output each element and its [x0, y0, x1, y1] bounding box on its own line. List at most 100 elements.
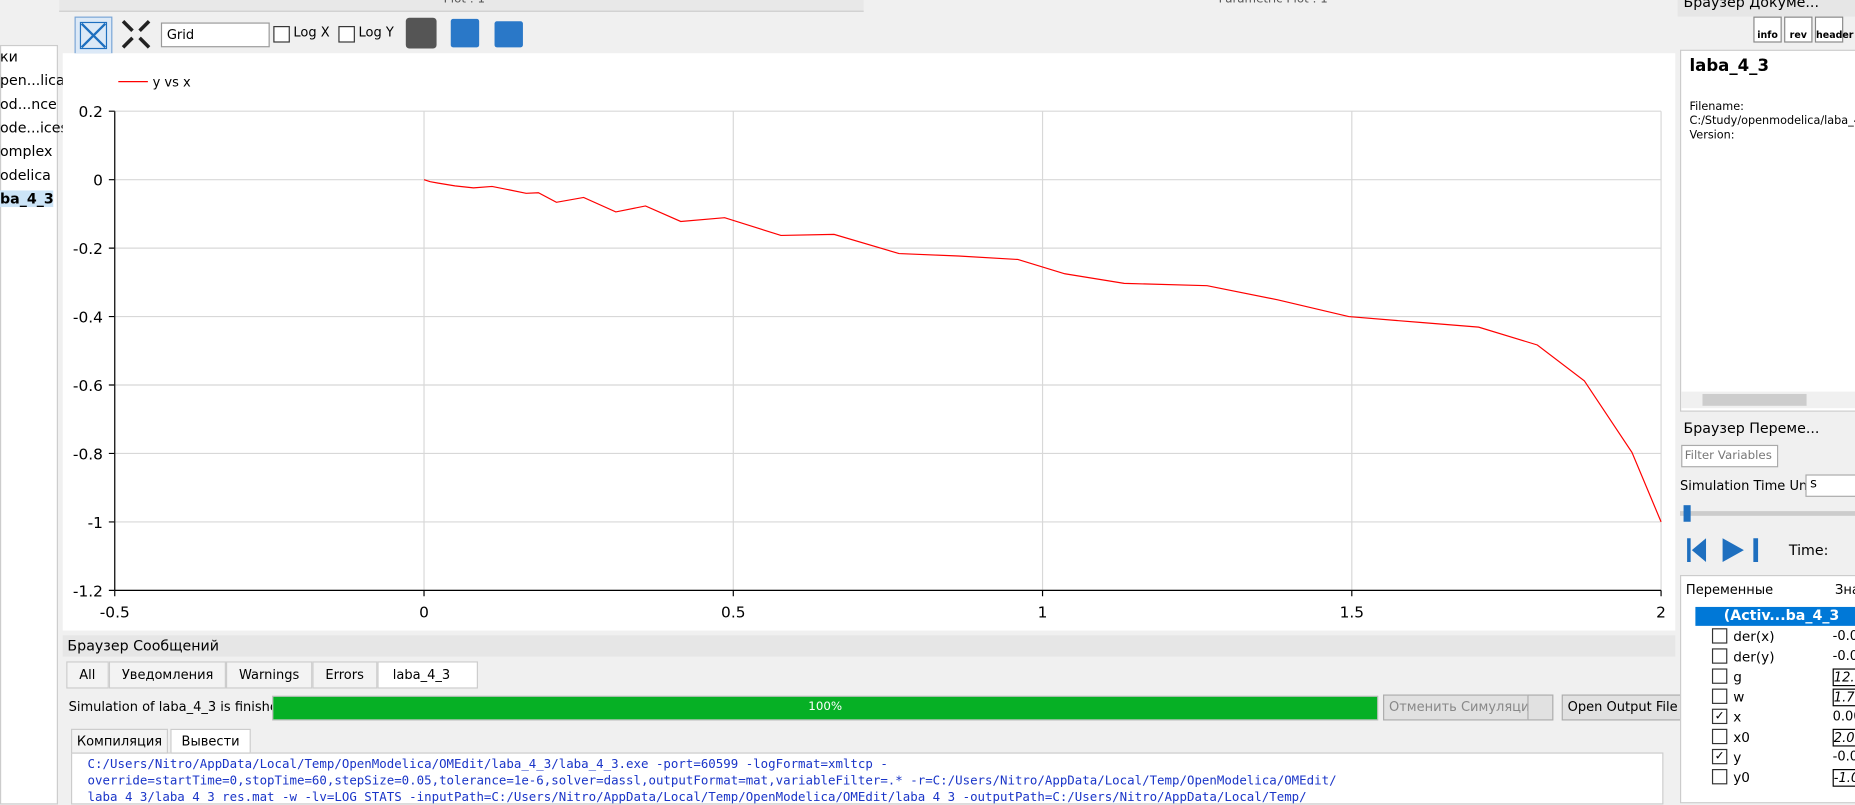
time-unit-label: Simulation Time Unit: [1680, 477, 1816, 494]
var-checkbox[interactable]: [1711, 648, 1728, 664]
var-name: w: [1733, 688, 1745, 706]
progress-bar: 100%: [272, 695, 1379, 721]
var-value: 0.00: [1832, 708, 1855, 725]
tree-item[interactable]: od...nce: [0, 95, 57, 113]
series-line: [423, 179, 1662, 523]
col-name: Переменные: [1685, 582, 1774, 598]
var-value: 1.7: [1832, 688, 1855, 707]
output-subtab[interactable]: Вывести: [170, 728, 251, 754]
message-tab[interactable]: All: [66, 661, 109, 689]
x-tick-label: 0: [419, 604, 429, 622]
y-tick-label: -1.2: [73, 582, 103, 600]
plot-area: 0.2 0 -0.2 -0.4 -0.6 -0.8 -1 -1.2 -0.5 0 0.5 1 1.5 2 y…: [62, 53, 1676, 631]
var-name: der(x): [1733, 628, 1775, 645]
settings-button[interactable]: [405, 17, 437, 49]
y-tick-label: -1: [88, 514, 103, 532]
zoom-button[interactable]: [118, 17, 153, 52]
y-tick-label: -0.2: [73, 240, 103, 258]
var-name: y0: [1733, 769, 1750, 786]
grid-select[interactable]: Grid: [160, 22, 270, 48]
y-tick-label: 0: [93, 172, 103, 190]
message-tab[interactable]: Errors: [312, 661, 377, 689]
col-value: Зна: [1834, 582, 1855, 598]
save-button[interactable]: [450, 18, 480, 48]
messages-header: [62, 635, 1676, 657]
filter-input[interactable]: Filter Variables: [1681, 444, 1779, 468]
doc-icon[interactable]: header: [1814, 16, 1853, 43]
fit-button[interactable]: [74, 16, 113, 55]
var-title: Браузер Переме...: [1683, 420, 1820, 437]
var-checkbox[interactable]: [1711, 628, 1728, 644]
y-tick-label: -0.4: [73, 308, 103, 326]
var-name: x0: [1733, 728, 1750, 746]
message-tab[interactable]: Уведомления: [108, 661, 227, 689]
doc-view: laba_4_3 Filename: C:/Study/openmodelica…: [1680, 49, 1855, 412]
x-tick-label: -0.5: [100, 604, 130, 622]
cancel-button[interactable]: Отменить Симуляцию: [1383, 694, 1547, 721]
version-label: Version:: [1689, 128, 1735, 142]
tab-strip: [59, 0, 864, 12]
output-subtab[interactable]: Компиляция: [70, 728, 169, 754]
filename: C:/Study/openmodelica/laba_4: [1689, 114, 1855, 128]
tree-item[interactable]: odelica: [0, 166, 51, 184]
library-tree: ки pen...lica od...nce ode...ices omplex odel…: [0, 44, 68, 805]
playback-controls[interactable]: [1685, 536, 1761, 564]
x-tick-label: 1.5: [1340, 604, 1364, 622]
doc-heading: laba_4_3: [1689, 56, 1769, 76]
var-value: 2.0: [1832, 728, 1855, 747]
var-value: -0.0: [1832, 628, 1855, 644]
messages-title: Браузер Сообщений: [67, 637, 219, 655]
tree-item[interactable]: ba_4_3: [0, 190, 54, 208]
tree-item[interactable]: ode...ices: [0, 119, 68, 137]
var-checkbox[interactable]: ✓: [1711, 748, 1728, 765]
tree-item[interactable]: ки: [0, 48, 18, 66]
message-tab[interactable]: laba_4_3: [377, 661, 478, 689]
message-tab[interactable]: Warnings: [225, 661, 313, 689]
tree-item[interactable]: omplex: [0, 143, 53, 160]
x-tick-label: 1: [1038, 604, 1048, 622]
var-name: der(y): [1733, 648, 1775, 665]
time-slider[interactable]: [1680, 505, 1855, 522]
parametric-tab[interactable]: Parametric Plot : 1: [1219, 0, 1328, 6]
debug-button[interactable]: [1527, 694, 1554, 721]
zoom-icon: [121, 20, 151, 49]
doc-icon[interactable]: rev: [1784, 16, 1813, 43]
var-name: g: [1733, 668, 1742, 686]
x-tick-label: 2: [1656, 604, 1666, 622]
status-text: Simulation of laba_4_3 is finished.: [68, 699, 291, 715]
variables-tree: Переменные Зна (Activ...ba_4_3 der(x) -0.…: [1680, 574, 1855, 804]
var-checkbox[interactable]: [1711, 769, 1728, 785]
time-unit-select[interactable]: s: [1805, 474, 1855, 497]
var-value: 12.0: [1832, 668, 1855, 687]
root-row[interactable]: [1695, 606, 1855, 626]
output-line: C:/Users/Nitro/AppData/Local/Temp/OpenMo…: [87, 757, 888, 772]
log-x-label: Log X: [293, 24, 330, 41]
doc-title: Браузер Докуме...: [1683, 0, 1819, 11]
var-name: x: [1733, 708, 1742, 726]
h-scrollbar[interactable]: [1681, 391, 1855, 409]
log-x-checkbox[interactable]: [273, 26, 290, 43]
legend-label: y vs x: [153, 75, 191, 90]
var-checkbox[interactable]: [1711, 668, 1728, 684]
plot-tab[interactable]: Plot : 1: [444, 0, 485, 6]
output-line: override=startTime=0,stopTime=60,stepSiz…: [87, 773, 1337, 788]
y-tick-label: 0.2: [78, 103, 102, 121]
doc-icon[interactable]: info: [1753, 16, 1782, 43]
var-value: -1.0: [1832, 769, 1855, 787]
x-tick-label: 0.5: [721, 604, 745, 622]
tree-item[interactable]: pen...lica: [0, 72, 65, 89]
log-y-checkbox[interactable]: [338, 26, 355, 43]
open-output-button[interactable]: Open Output File: [1561, 694, 1684, 721]
var-checkbox[interactable]: ✓: [1711, 708, 1728, 725]
root-label: (Activ...ba_4_3: [1723, 606, 1840, 624]
var-checkbox[interactable]: [1711, 728, 1728, 745]
var-name: y: [1733, 748, 1742, 766]
time-label: Time:: [1788, 541, 1829, 559]
var-value: -0.0: [1832, 748, 1855, 765]
print-button[interactable]: [494, 21, 523, 48]
y-tick-label: -0.8: [73, 445, 103, 463]
fit-icon: [79, 21, 108, 50]
var-checkbox[interactable]: [1711, 688, 1728, 704]
log-y-label: Log Y: [358, 24, 394, 41]
